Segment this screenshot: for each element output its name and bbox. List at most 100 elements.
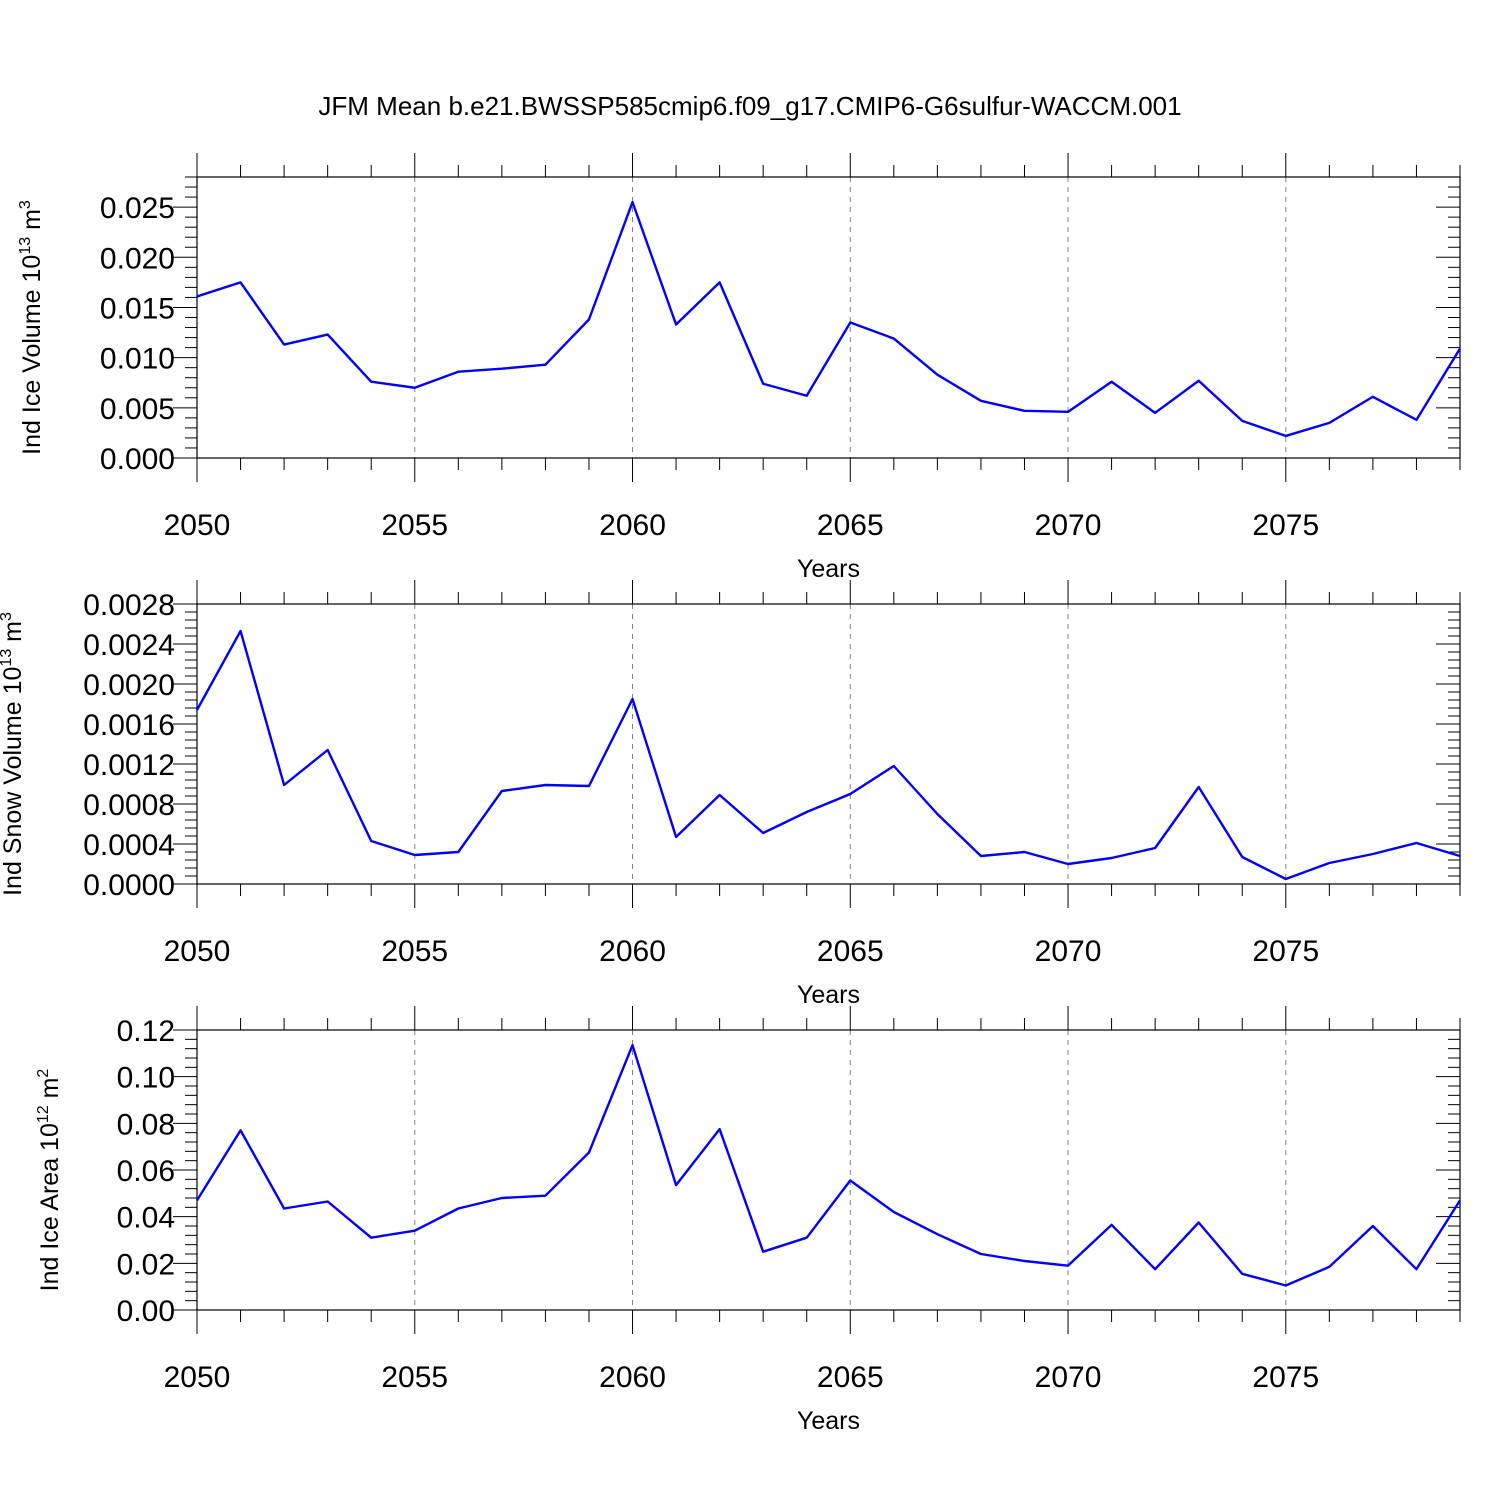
data-point <box>1371 1224 1375 1228</box>
y-tick-label: 0.0020 <box>83 669 175 702</box>
data-point <box>892 1210 896 1214</box>
plot-frame <box>196 176 1461 459</box>
x-tick-label: 2055 <box>381 1361 448 1394</box>
data-point <box>1371 395 1375 399</box>
x-tick-label: 2075 <box>1252 509 1319 542</box>
y-tick-label: 0.0000 <box>83 869 175 902</box>
data-point <box>805 1236 809 1240</box>
y-tick-label: 0.025 <box>100 192 175 225</box>
data-point <box>631 1043 635 1047</box>
data-point <box>979 399 983 403</box>
figure-title: JFM Mean b.e21.BWSSP585cmip6.f09_g17.CMI… <box>318 91 1181 121</box>
chart-panel-3: 0.00 0.02 0.04 0.06 0.08 0.10 0.12 2050 2055 2060… <box>35 1006 1462 1435</box>
data-point <box>674 835 678 839</box>
data-point <box>805 394 809 398</box>
data-point <box>413 386 417 390</box>
y-axis-label-unit-exponent: 2 <box>35 1069 52 1078</box>
y-tick-label: 0.020 <box>100 242 175 275</box>
data-point <box>761 831 765 835</box>
data-point <box>1327 1265 1331 1269</box>
data-point <box>1371 852 1375 856</box>
data-point <box>543 363 547 367</box>
y-axis-label-unit: m <box>36 1078 64 1106</box>
y-axis-label-text: Ind Ice Volume 10 <box>18 255 46 455</box>
y-tick-label: 0.0008 <box>83 789 175 822</box>
data-point <box>326 1200 330 1204</box>
data-point <box>543 1194 547 1198</box>
data-point <box>500 1196 504 1200</box>
data-point <box>674 1183 678 1187</box>
data-point <box>935 373 939 377</box>
data-point <box>282 1207 286 1211</box>
chart-panel-2: 0.0000 0.0004 0.0008 0.0012 0.0016 0.0020 0.00… <box>0 580 1461 1009</box>
data-point <box>1458 1198 1462 1202</box>
data-point <box>369 839 373 843</box>
y-tick-label: 0.08 <box>117 1108 175 1141</box>
x-axis-label: Years <box>797 555 860 583</box>
data-point <box>239 629 243 633</box>
y-axis-label-exponent: 13 <box>0 649 15 667</box>
data-point <box>543 783 547 787</box>
x-tick-label: 2060 <box>599 1361 666 1394</box>
x-tick-label: 2070 <box>1035 1361 1102 1394</box>
x-tick-label: 2055 <box>381 935 448 968</box>
x-tick-label: 2050 <box>164 509 231 542</box>
x-tick-label: 2075 <box>1252 1361 1319 1394</box>
x-axis-label: Years <box>797 981 860 1009</box>
y-tick-label: 0.000 <box>100 443 175 476</box>
y-tick-label: 0.02 <box>117 1248 175 1281</box>
data-point <box>848 792 852 796</box>
series-line <box>195 1043 1462 1287</box>
data-point <box>1110 380 1114 384</box>
y-axis-label-exponent: 13 <box>17 237 34 255</box>
data-point <box>1022 409 1026 413</box>
data-point <box>413 1229 417 1233</box>
y-tick-label: 0.12 <box>117 1015 175 1048</box>
data-point <box>761 382 765 386</box>
data-point <box>587 318 591 322</box>
y-tick-label: 0.00 <box>117 1295 175 1328</box>
data-point <box>1458 347 1462 351</box>
data-point <box>282 783 286 787</box>
data-point <box>718 793 722 797</box>
data-point <box>413 853 417 857</box>
x-tick-label: 2050 <box>164 935 231 968</box>
y-axis-label: Ind Ice Volume 1013 m3 <box>17 200 46 455</box>
data-point <box>1066 862 1070 866</box>
data-point <box>1022 850 1026 854</box>
data-point <box>326 333 330 337</box>
x-tick-label: 2075 <box>1252 935 1319 968</box>
x-axis-label: Years <box>797 1407 860 1435</box>
y-tick-label: 0.06 <box>117 1155 175 1188</box>
data-point <box>718 280 722 284</box>
y-tick-label: 0.005 <box>100 393 175 426</box>
data-point <box>1153 1267 1157 1271</box>
y-axis-label-exponent: 12 <box>35 1105 52 1123</box>
data-point <box>848 321 852 325</box>
data-point <box>456 850 460 854</box>
data-point <box>1197 379 1201 383</box>
data-point <box>239 1128 243 1132</box>
y-axis-label: Ind Snow Volume 1013 m3 <box>0 612 27 896</box>
data-point <box>892 337 896 341</box>
y-tick-label: 0.0004 <box>83 829 175 862</box>
y-axis-label-unit-exponent: 3 <box>17 200 34 209</box>
y-tick-label: 0.010 <box>100 343 175 376</box>
data-point <box>195 708 199 712</box>
data-point <box>1022 1259 1026 1263</box>
data-point <box>1240 855 1244 859</box>
data-point <box>1240 419 1244 423</box>
x-tick-label: 2050 <box>164 1361 231 1394</box>
y-axis-label-unit-exponent: 3 <box>0 612 15 621</box>
data-point <box>1414 841 1418 845</box>
x-tick-label: 2060 <box>599 509 666 542</box>
chart-panel-1: 0.000 0.005 0.010 0.015 0.020 0.025 2050 2055 20… <box>17 153 1462 583</box>
data-point <box>631 697 635 701</box>
data-point <box>1066 410 1070 414</box>
data-point <box>1327 421 1331 425</box>
data-point <box>892 764 896 768</box>
data-point <box>935 812 939 816</box>
y-tick-label: 0.10 <box>117 1062 175 1095</box>
data-point <box>979 854 983 858</box>
